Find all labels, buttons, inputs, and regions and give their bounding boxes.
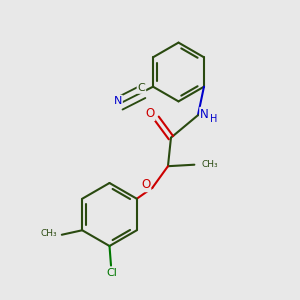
Text: O: O	[141, 178, 150, 191]
Text: CH₃: CH₃	[41, 229, 57, 238]
Text: N: N	[200, 108, 209, 121]
Text: O: O	[145, 107, 154, 120]
Text: CH₃: CH₃	[202, 160, 218, 169]
Text: C: C	[138, 83, 145, 93]
Text: H: H	[210, 114, 217, 124]
Text: N: N	[114, 96, 122, 106]
Text: Cl: Cl	[106, 268, 117, 278]
